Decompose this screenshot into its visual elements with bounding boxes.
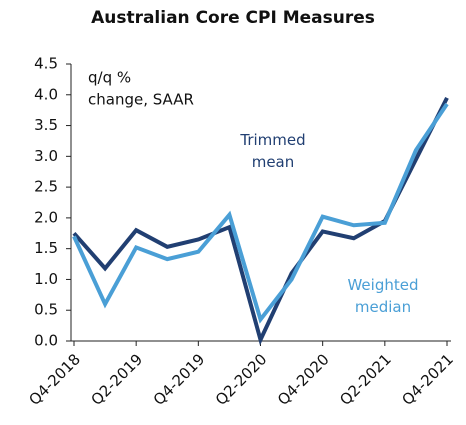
x-tick-label: Q4-2019	[150, 350, 209, 409]
y-tick-label: 0.0	[34, 332, 58, 350]
y-tick-label: 4.0	[34, 85, 58, 103]
x-tick-label: Q2-2019	[88, 350, 147, 409]
y-tick-label: 0.5	[34, 301, 58, 319]
y-tick-label: 4.5	[34, 55, 58, 73]
annotation: q/q %	[88, 69, 131, 87]
series-line	[72, 102, 449, 324]
series-label: Trimmed mean	[239, 131, 305, 171]
y-tick-label: 2.5	[34, 178, 58, 196]
x-tick-label: Q2-2020	[212, 350, 271, 409]
y-tick-label: 3.5	[34, 116, 58, 134]
series-label: Weighted median	[347, 276, 418, 316]
x-tick-label: Q2-2021	[336, 350, 395, 409]
y-tick-label: 2.0	[34, 208, 58, 226]
y-tick-label: 1.5	[34, 239, 58, 257]
chart-title: Australian Core CPI Measures	[91, 8, 375, 28]
y-tick-label: 1.0	[34, 270, 58, 288]
annotation: change, SAAR	[88, 91, 194, 109]
x-tick-label: Q4-2021	[398, 350, 457, 409]
x-tick-label: Q4-2018	[25, 350, 84, 409]
x-tick-label: Q4-2020	[274, 350, 333, 409]
y-tick-label: 3.0	[34, 147, 58, 165]
